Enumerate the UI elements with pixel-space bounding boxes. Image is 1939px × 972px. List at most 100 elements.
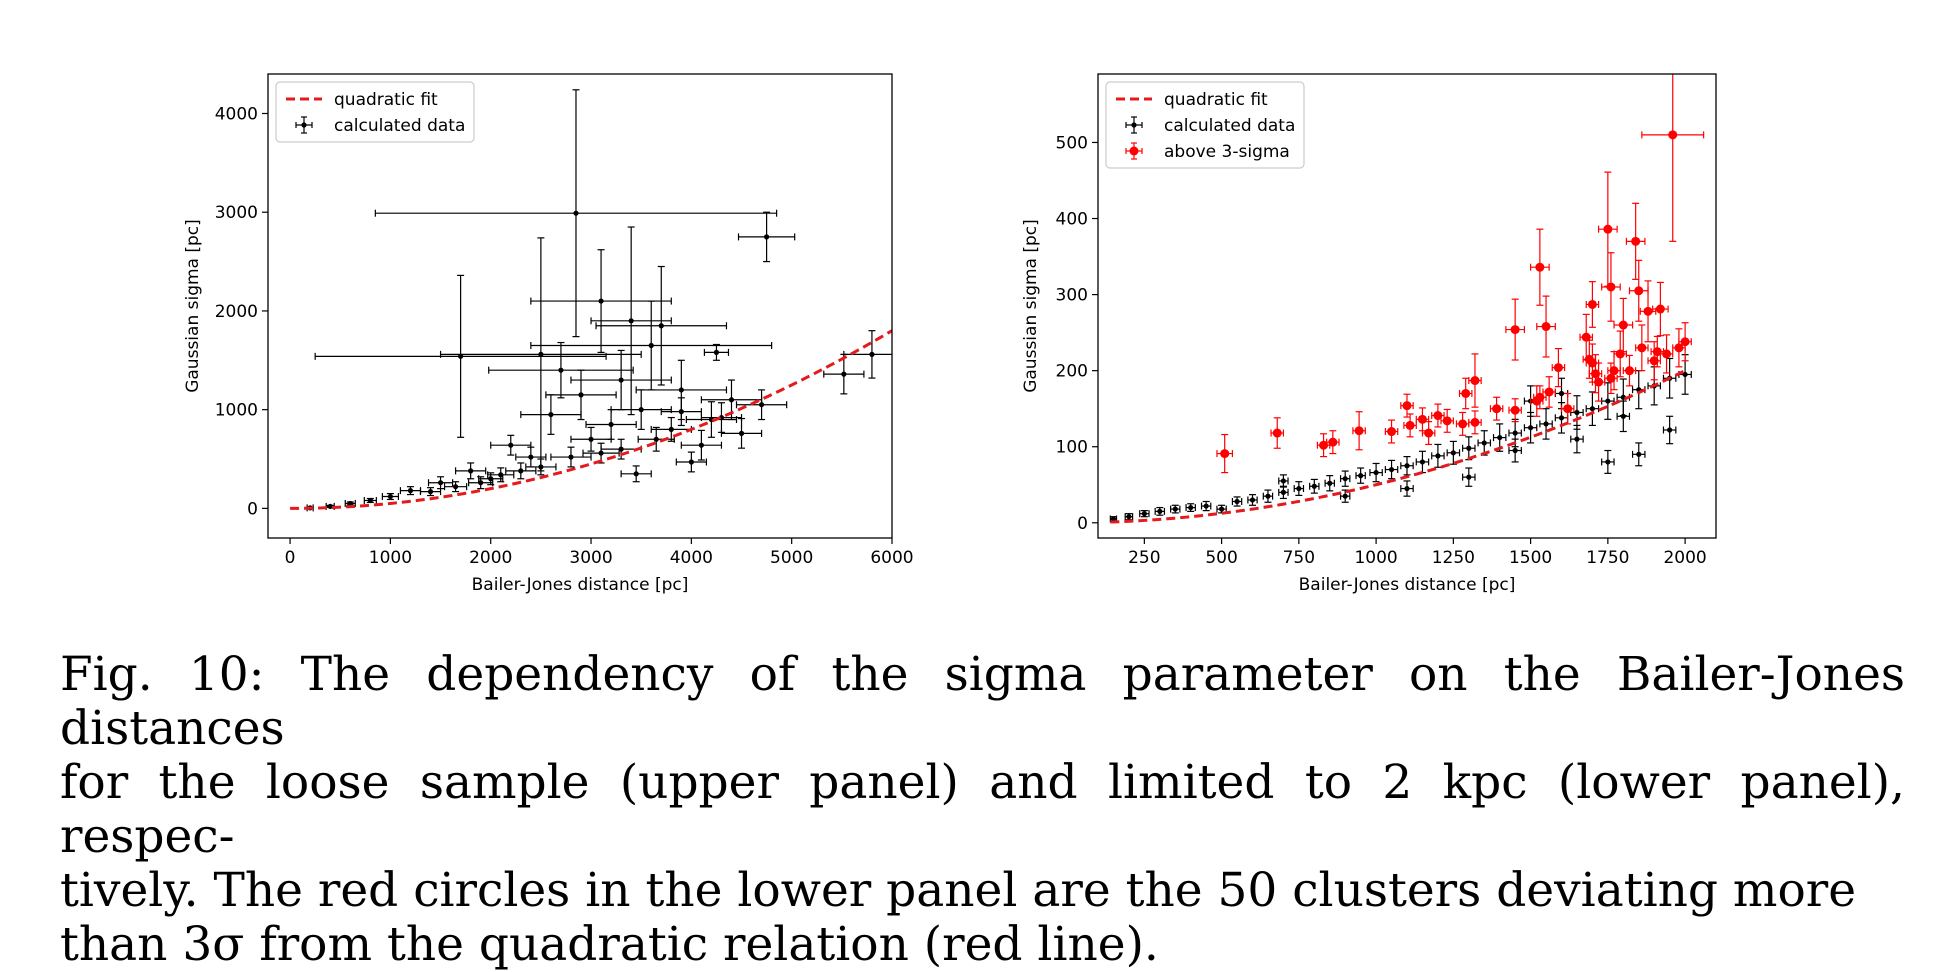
figure: 0 1000 2000 3000 4000 5000 6000010002000300040…: [183, 73, 1717, 595]
data-point: [1536, 295, 1556, 358]
data-point: [443, 481, 468, 493]
data-point: [1384, 419, 1399, 444]
data-point: [1604, 362, 1618, 395]
data-point: [1641, 74, 1705, 242]
caption-line-1: Fig. 10: The dependency of the sigma par…: [60, 647, 1905, 756]
x-tick-label: 250: [1128, 548, 1160, 568]
data-point: [1124, 513, 1134, 521]
y-axis-label: Gaussian sigma [pc]: [183, 219, 203, 393]
x-tick-label: 1500: [1509, 548, 1552, 568]
data-point: [610, 389, 672, 431]
data-point: [468, 476, 494, 490]
left-chart-panel: 0 1000 2000 3000 4000 5000 6000 0 1000 2000 3000 40…: [183, 73, 914, 595]
plot-frame: [267, 73, 893, 539]
data-point: [1455, 411, 1470, 436]
legend-label: calculated data: [1164, 116, 1295, 136]
y-tick-label: 500: [1056, 133, 1088, 153]
y-axis-label: Gaussian sigma [pc]: [1021, 219, 1041, 393]
data-point: [1339, 470, 1351, 487]
data-point: [1440, 408, 1454, 433]
data-point: [1216, 433, 1234, 474]
legend-entry: calculated data: [1125, 116, 1295, 136]
y-tick-label: 2000: [215, 302, 258, 322]
data-point: [1585, 343, 1600, 383]
x-tick-label: 2000: [1663, 548, 1706, 568]
data-point: [381, 492, 400, 501]
data-point: [675, 451, 708, 473]
data-point: [1489, 396, 1504, 421]
data-point: [520, 394, 582, 435]
data-point: [487, 467, 515, 483]
data-point: [1139, 510, 1150, 518]
data-point: [363, 496, 377, 504]
data-point: [427, 476, 454, 490]
x-tick-label: 1000: [1354, 548, 1397, 568]
data-point: [1601, 382, 1615, 420]
y-tick-label: 3000: [215, 203, 258, 223]
data-point: [1278, 474, 1289, 488]
x-tick-label: 1250: [1432, 548, 1475, 568]
legend-box: [1105, 81, 1305, 169]
x-axis-label: Bailer-Jones distance [pc]: [1299, 575, 1516, 595]
data-point: [1369, 462, 1383, 483]
data-point: [1400, 393, 1414, 418]
legend-entry: quadratic fit: [286, 90, 438, 110]
data-point: [1421, 421, 1436, 446]
data-point: [1477, 430, 1492, 456]
data-point: [1678, 322, 1692, 362]
data-point: [660, 397, 702, 427]
data-point: [1542, 376, 1556, 408]
data-point: [314, 274, 607, 438]
data-point: [1231, 496, 1243, 507]
data-point: [1585, 391, 1600, 427]
data-point: [1659, 334, 1674, 374]
data-point: [1403, 413, 1417, 438]
data-point: [1613, 297, 1634, 353]
x-axis-label: Bailer-Jones distance [pc]: [472, 575, 689, 595]
data-point: [530, 300, 773, 391]
data-point: [1579, 313, 1594, 361]
data-point: [505, 462, 537, 480]
data-point: [1647, 341, 1661, 381]
data-point: [1262, 489, 1274, 503]
data-point: [490, 434, 532, 456]
data-point: [1400, 456, 1414, 476]
data-point: [1601, 252, 1621, 322]
x-tick-label: 5000: [770, 548, 813, 568]
y-tick-label: 100: [1056, 438, 1088, 458]
x-tick-label: 1000: [369, 548, 412, 568]
plot-area: [290, 89, 892, 512]
y-tick-label: 1000: [215, 401, 258, 421]
y-tick-label: 0: [247, 499, 258, 519]
data-point: [1384, 459, 1399, 480]
quadratic-fit-line: [1110, 369, 1686, 524]
series-calculated-data: [306, 89, 892, 512]
data-point: [550, 446, 592, 468]
data-point: [1622, 354, 1637, 387]
legend-label: quadratic fit: [334, 90, 438, 110]
data-point: [1635, 324, 1649, 372]
data-point: [1431, 403, 1445, 428]
data-point: [1585, 281, 1600, 328]
data-point: [1415, 407, 1430, 432]
caption-line-4: than 3σ from the quadratic relation (red…: [60, 917, 1159, 972]
data-point: [1662, 415, 1677, 445]
data-point: [735, 389, 788, 421]
data-point: [1458, 377, 1473, 410]
data-point: [1316, 433, 1331, 458]
series-calculated-data: [1109, 354, 1692, 523]
legend-label: above 3-sigma: [1164, 142, 1290, 162]
data-point: [1278, 485, 1289, 500]
data-point: [419, 487, 442, 497]
data-point: [1200, 500, 1212, 512]
data-point: [525, 458, 557, 476]
data-point: [1185, 503, 1196, 512]
y-tick-label: 4000: [215, 104, 258, 124]
data-point: [680, 429, 723, 461]
data-point: [344, 499, 356, 507]
data-point: [1462, 467, 1476, 487]
legend-label: calculated data: [334, 116, 465, 136]
data-point: [737, 211, 796, 263]
data-point: [1570, 424, 1584, 454]
data-point: [455, 462, 487, 480]
